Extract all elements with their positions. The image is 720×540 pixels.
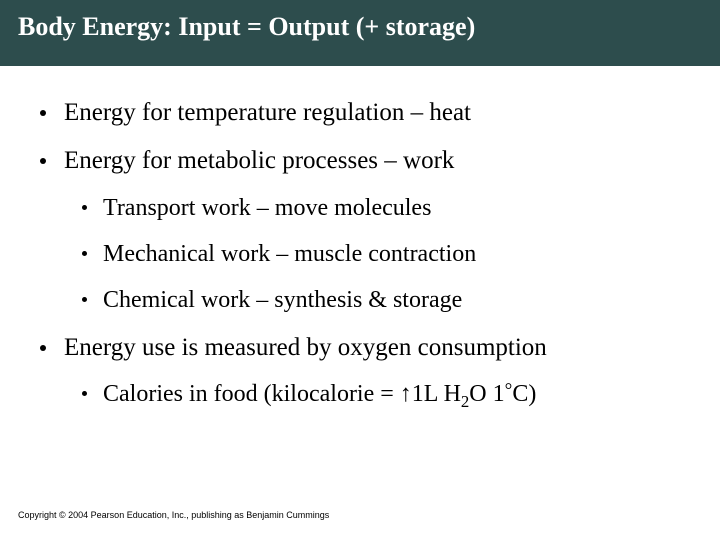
bullet-dot	[82, 391, 87, 396]
copyright-footer: Copyright © 2004 Pearson Education, Inc.…	[18, 510, 329, 520]
bullet-text: Mechanical work – muscle contraction	[103, 238, 476, 270]
bullet-item: Energy for temperature regulation – heat	[40, 96, 680, 130]
bullet-dot	[40, 110, 46, 116]
bullet-dot	[82, 251, 87, 256]
bullet-item: Energy for metabolic processes – work	[40, 144, 680, 178]
bullet-sub-item: Chemical work – synthesis & storage	[82, 284, 680, 316]
bullet-dot	[40, 345, 46, 351]
up-arrow-icon: ↑	[400, 380, 412, 407]
bullet-text: Energy for metabolic processes – work	[64, 144, 454, 178]
text-fragment: C)	[512, 381, 536, 407]
bullet-text: Chemical work – synthesis & storage	[103, 284, 462, 316]
bullet-sub-item: Transport work – move molecules	[82, 192, 680, 224]
bullet-text: Transport work – move molecules	[103, 192, 431, 224]
bullet-text: Energy for temperature regulation – heat	[64, 96, 471, 130]
bullet-text: Energy use is measured by oxygen consump…	[64, 331, 547, 365]
bullet-item: Energy use is measured by oxygen consump…	[40, 331, 680, 365]
slide-content: Energy for temperature regulation – heat…	[0, 66, 720, 438]
bullet-sub-item: Mechanical work – muscle contraction	[82, 238, 680, 270]
slide-title: Body Energy: Input = Output (+ storage)	[18, 12, 702, 42]
title-bar: Body Energy: Input = Output (+ storage)	[0, 0, 720, 66]
bullet-dot	[82, 205, 87, 210]
text-fragment: O 1	[469, 381, 504, 407]
bullet-text-calories: Calories in food (kilocalorie = ↑1L H2O …	[103, 378, 536, 413]
text-fragment: Calories in food (kilocalorie =	[103, 381, 400, 407]
text-fragment: 1L H	[412, 381, 461, 407]
bullet-dot	[40, 158, 46, 164]
bullet-sub-item: Calories in food (kilocalorie = ↑1L H2O …	[82, 378, 680, 413]
bullet-dot	[82, 297, 87, 302]
